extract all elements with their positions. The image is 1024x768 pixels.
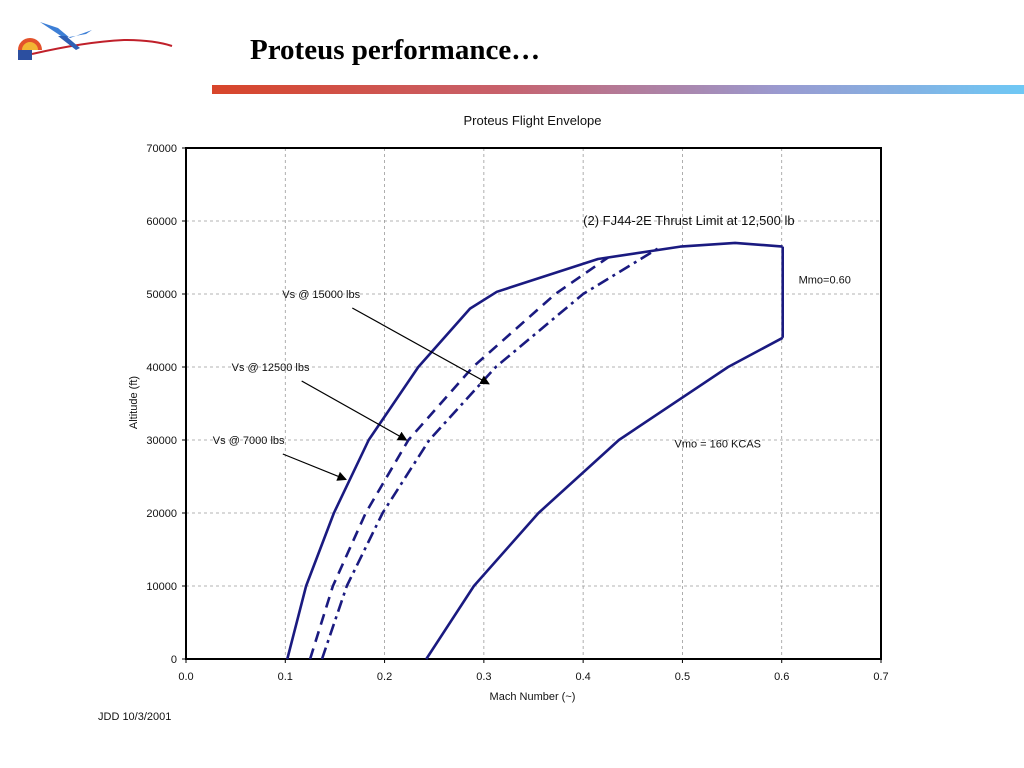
y-tick-label: 40000 [146,362,177,374]
y-tick-label: 0 [171,654,177,666]
annotation-label: Vs @ 15000 lbs [282,289,360,301]
annotation-label: Vs @ 7000 lbs [213,435,285,447]
slide-title: Proteus performance… [250,34,541,66]
title-divider [212,85,1024,94]
annotation-label: (2) FJ44-2E Thrust Limit at 12,500 lb [583,213,794,228]
y-tick-label: 20000 [146,508,177,520]
x-axis-label: Mach Number (~) [490,691,576,703]
x-tick-label: 0.1 [278,671,293,683]
footer-date: JDD 10/3/2001 [98,711,172,723]
annotation-arrow [301,380,408,441]
x-tick-label: 0.0 [178,671,193,683]
x-tick-label: 0.7 [873,671,888,683]
x-tick-label: 0.2 [377,671,392,683]
x-tick-label: 0.4 [575,671,590,683]
chart-title: Proteus Flight Envelope [463,113,601,128]
y-tick-label: 50000 [146,289,177,301]
y-axis-label: Altitude (ft) [128,376,140,429]
x-tick-label: 0.5 [675,671,690,683]
y-tick-label: 10000 [146,581,177,593]
plot-frame [185,147,882,660]
x-tick-label: 0.6 [774,671,789,683]
aircraft-logo-icon [18,22,173,60]
annotation-label: Vs @ 12500 lbs [232,362,310,374]
annotation-label: Mmo=0.60 [799,274,851,286]
series-line-1 [286,241,783,660]
y-tick-label: 60000 [146,216,177,228]
series-line-4 [425,336,784,660]
series-line-3 [320,247,659,660]
y-tick-label: 30000 [146,435,177,447]
annotation-arrow [282,453,347,481]
y-tick-label: 70000 [146,143,177,155]
annotation-label: Vmo = 160 KCAS [674,439,761,451]
x-tick-label: 0.3 [476,671,491,683]
series-line-2 [308,256,609,660]
annotation-arrow [352,307,490,385]
